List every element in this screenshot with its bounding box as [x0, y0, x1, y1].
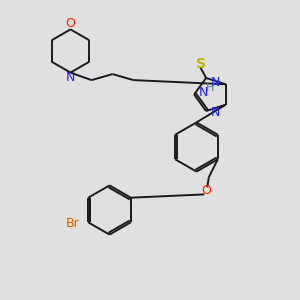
Text: O: O [201, 184, 211, 197]
Text: O: O [66, 17, 75, 31]
Text: N: N [211, 76, 220, 89]
Text: N: N [66, 71, 75, 85]
Text: N: N [199, 85, 208, 99]
Text: S: S [196, 58, 206, 71]
Text: H: H [206, 83, 214, 93]
Text: N: N [211, 106, 220, 119]
Text: Br: Br [66, 217, 80, 230]
